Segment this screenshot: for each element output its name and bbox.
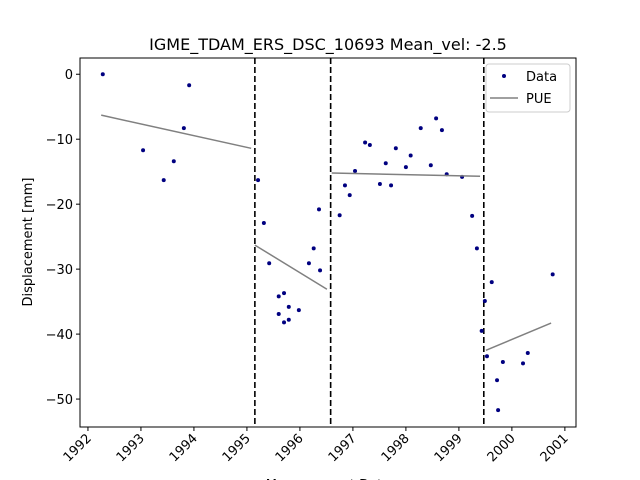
data-point: [525, 350, 530, 355]
data-point: [496, 408, 501, 413]
data-point: [276, 294, 281, 299]
data-point: [267, 261, 272, 266]
y-tick-label: −50: [46, 393, 73, 408]
data-point: [363, 140, 368, 145]
data-point: [311, 246, 316, 251]
x-tick-label: 1998: [379, 431, 413, 465]
data-point: [521, 361, 526, 366]
data-point: [474, 246, 479, 251]
data-point: [479, 328, 484, 333]
data-point: [261, 221, 266, 226]
data-point: [434, 116, 439, 121]
data-point: [181, 126, 186, 131]
data-point: [550, 272, 555, 277]
data-point: [439, 128, 444, 133]
data-point: [171, 159, 176, 164]
x-tick-label: 2000: [485, 431, 519, 465]
data-point: [418, 126, 423, 131]
legend-marker: [502, 74, 506, 78]
x-tick-label: 1992: [61, 431, 95, 465]
data-point: [141, 148, 146, 153]
y-axis-label: Displacement [mm]: [21, 178, 36, 307]
x-tick-label: 1995: [220, 431, 254, 465]
data-point: [286, 317, 291, 322]
data-point: [489, 280, 494, 285]
chart-title: IGME_TDAM_ERS_DSC_10693 Mean_vel: -2.5: [149, 35, 507, 55]
data-point: [500, 360, 505, 365]
data-point: [296, 308, 301, 313]
legend-label: PUE: [526, 92, 552, 107]
x-tick-label: 1996: [273, 431, 307, 465]
y-tick-label: −40: [46, 328, 73, 343]
legend-box: [485, 63, 571, 113]
data-point: [256, 178, 261, 183]
data-point: [347, 193, 352, 198]
x-tick-label: 1993: [114, 431, 148, 465]
data-point: [161, 178, 166, 183]
data-point: [318, 268, 323, 273]
plot-frame: [79, 57, 577, 428]
data-point: [286, 304, 291, 309]
data-point: [276, 311, 281, 316]
x-tick-label: 1997: [326, 431, 360, 465]
data-point: [408, 153, 413, 158]
data-point: [187, 83, 192, 88]
data-point: [316, 207, 321, 212]
y-tick-label: 0: [65, 68, 73, 83]
data-point: [342, 183, 347, 188]
data-point: [428, 163, 433, 168]
plot-area: [100, 72, 555, 413]
y-tick-label: −30: [46, 263, 73, 278]
data-point: [484, 354, 489, 359]
x-tick-label: 2001: [538, 431, 572, 465]
data-point: [495, 378, 500, 383]
data-point: [337, 213, 342, 218]
data-point: [470, 213, 475, 218]
data-point: [353, 169, 358, 174]
data-point: [100, 72, 105, 77]
x-axis-label: Measurement Date: [266, 478, 390, 480]
data-point: [306, 261, 311, 266]
data-point: [282, 320, 287, 325]
fit-line: [101, 114, 552, 352]
data-point: [282, 291, 287, 296]
data-point: [403, 165, 408, 170]
x-tick-label: 1999: [432, 431, 466, 465]
x-tick-label: 1994: [167, 431, 201, 465]
y-tick-label: −20: [46, 198, 73, 213]
data-point: [383, 161, 388, 166]
data-point: [482, 298, 487, 303]
data-point: [367, 143, 372, 148]
data-point: [377, 182, 382, 187]
data-point: [393, 146, 398, 151]
data-point: [389, 183, 394, 188]
y-tick-label: −10: [46, 133, 73, 148]
legend-label: Data: [526, 70, 557, 85]
